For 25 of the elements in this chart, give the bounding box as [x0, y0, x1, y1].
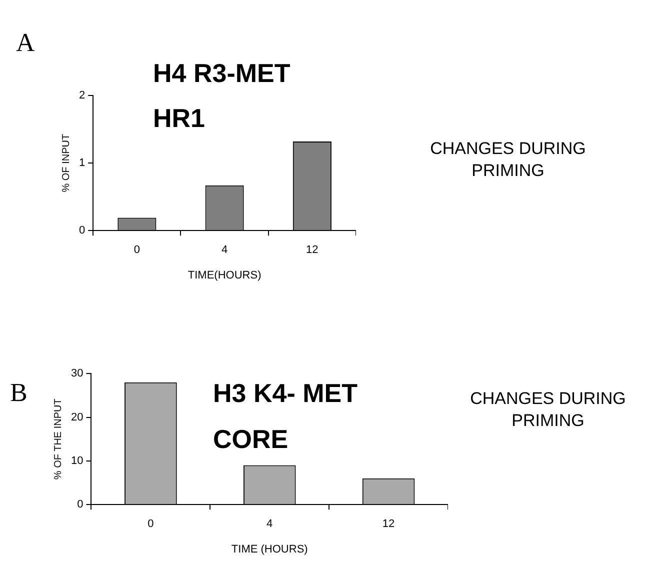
text: CORE	[213, 424, 288, 455]
y-tick-label: 2	[78, 90, 86, 102]
x-tick-label: 4	[221, 244, 228, 256]
x-tick-label: 12	[382, 518, 395, 530]
x-tick-label: 4	[266, 518, 273, 530]
text: A	[16, 28, 35, 58]
x-tick-label: 0	[148, 518, 154, 530]
text: CHANGES DURING PRIMING	[429, 138, 587, 182]
x-axis-title: TIME (HOURS)	[231, 543, 308, 556]
x-tick-label: 12	[306, 244, 318, 256]
text: B	[10, 378, 28, 408]
chart-subtitle: HR1	[153, 103, 206, 134]
y-axis-title: % OF THE INPUT	[52, 398, 64, 480]
text: CHANGES DURING PRIMING	[469, 388, 627, 432]
y-tick-label: 0	[78, 224, 86, 237]
y-tick-label: 30	[70, 368, 84, 380]
y-tick-label: 0	[77, 498, 84, 511]
y-axis-title: % OF INPUT	[60, 134, 72, 192]
x-axis-title: TIME(HOURS)	[188, 269, 262, 282]
chart-title: H3 K4- MET	[213, 378, 358, 409]
x-tick-label: 0	[134, 244, 140, 256]
chart-title: H4 R3-MET	[153, 58, 290, 89]
y-tick-label: 10	[70, 454, 84, 467]
y-tick-label: 1	[78, 157, 86, 170]
y-tick-label: 20	[70, 411, 84, 424]
